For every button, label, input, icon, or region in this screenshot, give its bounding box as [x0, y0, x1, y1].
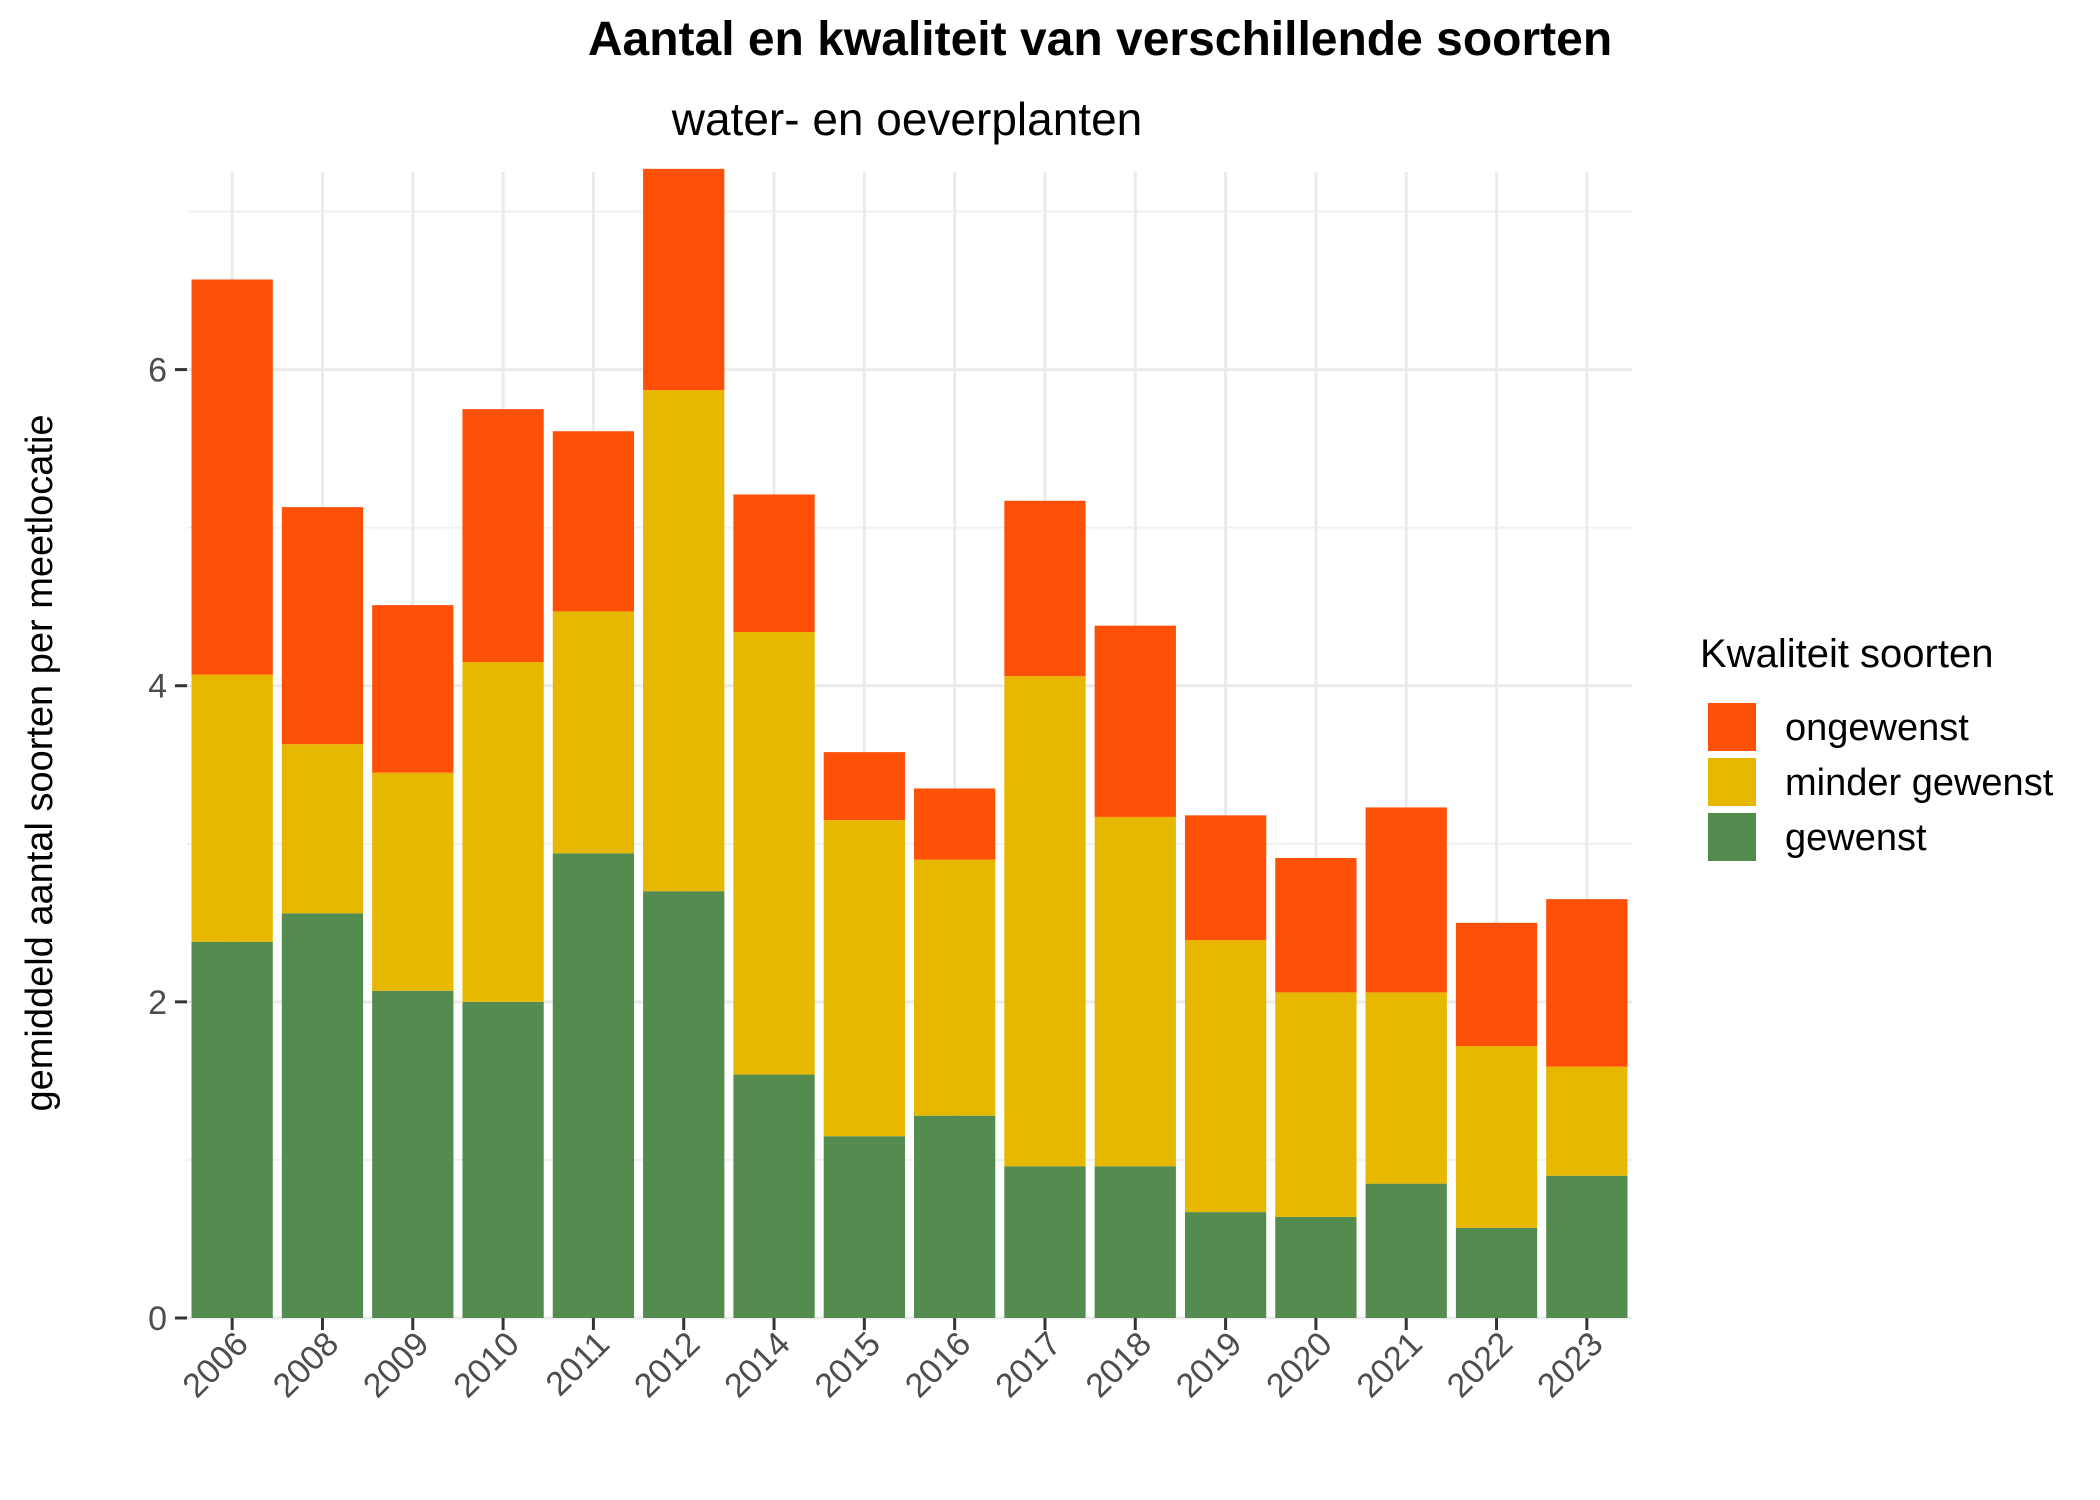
legend-swatch-minder-gewenst — [1708, 758, 1756, 806]
bar-segment-minder-gewenst-2008 — [281, 744, 364, 914]
legend-items: ongewenst minder gewenst gewenst — [1708, 703, 2054, 861]
bar-segment-gewenst-2018 — [1094, 1166, 1176, 1318]
bar-segment-minder-gewenst-2016 — [914, 859, 996, 1116]
bar-segment-gewenst-2017 — [1004, 1166, 1086, 1318]
bar-segment-gewenst-2009 — [372, 990, 454, 1318]
bar-segment-ongewenst-2010 — [462, 409, 544, 663]
x-tick-label: 2014 — [717, 1325, 797, 1405]
bar-segment-gewenst-2015 — [823, 1136, 905, 1318]
bars — [191, 168, 1628, 1318]
legend-label-gewenst: gewenst — [1785, 817, 1927, 859]
bar-segment-gewenst-2008 — [281, 913, 364, 1318]
chart-title: Aantal en kwaliteit van verschillende so… — [588, 13, 1612, 66]
x-tick-label: 2019 — [1169, 1325, 1249, 1405]
x-tick-label: 2016 — [898, 1325, 978, 1405]
y-tick-label: 2 — [148, 984, 167, 1022]
bar-segment-minder-gewenst-2022 — [1455, 1046, 1538, 1228]
bar-segment-ongewenst-2011 — [552, 431, 635, 612]
x-tick-label: 2012 — [627, 1325, 707, 1405]
bar-segment-minder-gewenst-2006 — [191, 674, 273, 942]
bar-segment-ongewenst-2022 — [1455, 922, 1538, 1047]
bar-segment-ongewenst-2016 — [914, 788, 996, 860]
bar-segment-minder-gewenst-2023 — [1546, 1066, 1628, 1176]
bar-segment-gewenst-2011 — [552, 853, 635, 1318]
x-tick-label: 2022 — [1440, 1325, 1520, 1405]
chart-subtitle: water- en oeverplanten — [671, 93, 1143, 145]
bar-segment-gewenst-2006 — [191, 941, 273, 1318]
x-tick-label: 2006 — [175, 1325, 255, 1405]
y-axis-title: gemiddeld aantal soorten per meetlocatie — [19, 414, 61, 1111]
legend-label-minder-gewenst: minder gewenst — [1785, 762, 2054, 804]
bar-segment-ongewenst-2015 — [823, 752, 905, 821]
bar-segment-ongewenst-2020 — [1275, 858, 1357, 993]
x-axis: 2006 2008 2009 2010 2011 2012 2014 2015 2016 2017… — [175, 1318, 1611, 1405]
bar-segment-minder-gewenst-2017 — [1004, 676, 1086, 1167]
x-tick-label: 2017 — [988, 1325, 1068, 1405]
bar-segment-gewenst-2023 — [1546, 1175, 1628, 1318]
x-tick-label: 2009 — [356, 1325, 436, 1405]
bar-segment-ongewenst-2018 — [1094, 625, 1176, 817]
bar-segment-gewenst-2014 — [733, 1074, 815, 1318]
x-tick-label: 2008 — [266, 1325, 346, 1405]
bar-segment-minder-gewenst-2015 — [823, 820, 905, 1137]
bar-segment-gewenst-2010 — [462, 1001, 544, 1318]
bar-segment-minder-gewenst-2021 — [1365, 992, 1447, 1184]
bar-segment-gewenst-2016 — [914, 1115, 996, 1318]
bar-segment-minder-gewenst-2014 — [733, 631, 815, 1075]
y-tick-label: 4 — [148, 668, 167, 706]
bar-segment-ongewenst-2019 — [1184, 815, 1267, 941]
bar-segment-ongewenst-2021 — [1365, 807, 1447, 993]
y-tick-label: 6 — [148, 352, 167, 390]
y-tick-label: 0 — [148, 1300, 167, 1338]
bar-segment-ongewenst-2012 — [643, 168, 725, 391]
bar-segment-minder-gewenst-2012 — [643, 390, 725, 892]
x-tick-label: 2018 — [1079, 1325, 1159, 1405]
bar-segment-ongewenst-2008 — [281, 507, 364, 745]
legend-title: Kwaliteit soorten — [1700, 632, 1993, 676]
bar-segment-ongewenst-2023 — [1546, 899, 1628, 1067]
bar-segment-minder-gewenst-2009 — [372, 772, 454, 991]
bar-segment-gewenst-2020 — [1275, 1216, 1357, 1318]
bar-segment-minder-gewenst-2020 — [1275, 992, 1357, 1217]
legend: Kwaliteit soorten ongewenst minder gewens… — [1700, 632, 2054, 861]
bar-segment-gewenst-2021 — [1365, 1183, 1447, 1318]
x-tick-label: 2021 — [1350, 1325, 1430, 1405]
bar-segment-gewenst-2019 — [1184, 1212, 1267, 1318]
bar-segment-ongewenst-2009 — [372, 605, 454, 773]
bar-segment-minder-gewenst-2018 — [1094, 816, 1176, 1167]
x-tick-label: 2011 — [538, 1325, 617, 1404]
bar-segment-minder-gewenst-2019 — [1184, 940, 1267, 1213]
x-tick-label: 2015 — [808, 1325, 888, 1405]
bar-segment-gewenst-2012 — [643, 891, 725, 1318]
y-axis: 0 2 4 6 — [148, 352, 187, 1338]
bar-segment-minder-gewenst-2011 — [552, 611, 635, 854]
bar-segment-ongewenst-2014 — [733, 494, 815, 632]
x-tick-label: 2023 — [1530, 1325, 1610, 1405]
legend-label-ongewenst: ongewenst — [1785, 707, 1969, 749]
legend-swatch-ongewenst — [1708, 703, 1756, 751]
x-tick-label: 2020 — [1259, 1325, 1339, 1405]
bar-segment-ongewenst-2006 — [191, 279, 273, 675]
bar-segment-ongewenst-2017 — [1004, 500, 1086, 677]
x-tick-label: 2010 — [446, 1325, 526, 1405]
bar-segment-gewenst-2022 — [1455, 1227, 1538, 1318]
legend-swatch-gewenst — [1708, 813, 1756, 861]
bar-segment-minder-gewenst-2010 — [462, 662, 544, 1002]
